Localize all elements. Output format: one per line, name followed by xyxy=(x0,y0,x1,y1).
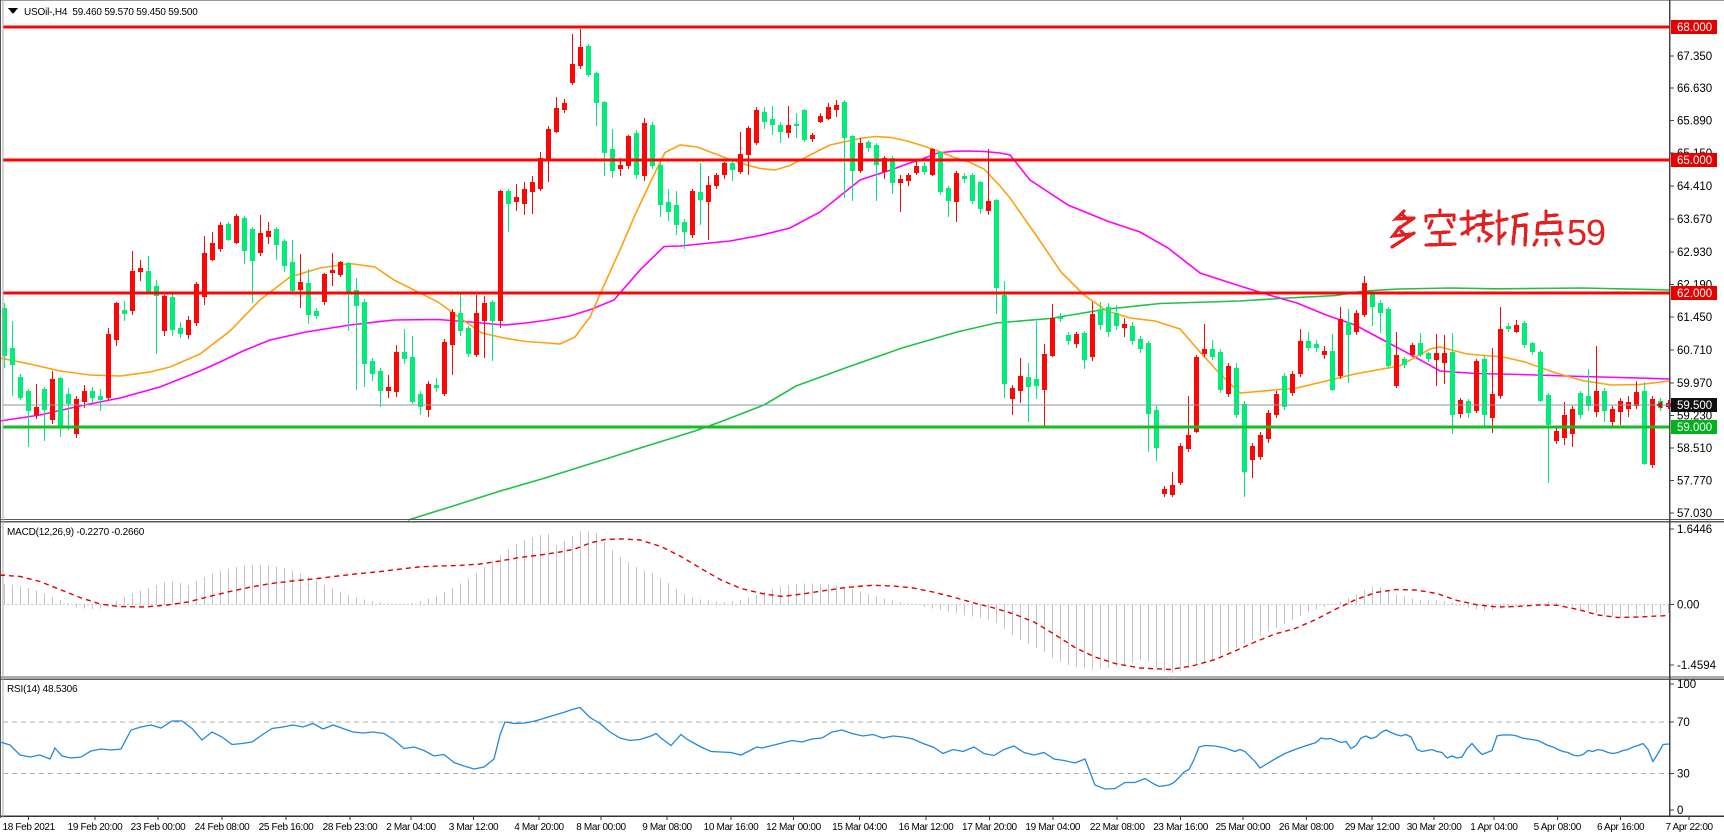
svg-text:17 Mar 20:00: 17 Mar 20:00 xyxy=(962,822,1018,833)
svg-text:1 Apr 04:00: 1 Apr 04:00 xyxy=(1470,822,1518,833)
svg-text:59: 59 xyxy=(1567,212,1605,253)
svg-text:60.710: 60.710 xyxy=(1677,345,1712,357)
svg-text:63.670: 63.670 xyxy=(1677,214,1712,226)
svg-text:18 Feb 2021: 18 Feb 2021 xyxy=(3,822,56,833)
svg-text:USOil-,H4 59.460 59.570 59.45: USOil-,H4 59.460 59.570 59.450 59.500 xyxy=(24,7,198,18)
svg-text:59.500: 59.500 xyxy=(1677,400,1712,412)
svg-text:6 Apr 16:00: 6 Apr 16:00 xyxy=(1597,822,1645,833)
svg-text:2 Mar 04:00: 2 Mar 04:00 xyxy=(386,822,436,833)
svg-text:57.030: 57.030 xyxy=(1677,508,1712,520)
svg-text:57.770: 57.770 xyxy=(1677,476,1712,488)
svg-text:0: 0 xyxy=(1677,805,1683,817)
svg-text:59.000: 59.000 xyxy=(1677,422,1712,434)
svg-text:62.930: 62.930 xyxy=(1677,247,1712,259)
svg-text:65.890: 65.890 xyxy=(1677,116,1712,128)
svg-text:12 Mar 00:00: 12 Mar 00:00 xyxy=(766,822,822,833)
svg-text:58.510: 58.510 xyxy=(1677,443,1712,455)
svg-text:-1.4594: -1.4594 xyxy=(1677,660,1717,672)
svg-text:65.000: 65.000 xyxy=(1677,155,1712,167)
svg-text:25 Mar 00:00: 25 Mar 00:00 xyxy=(1216,822,1272,833)
svg-text:29 Mar 12:00: 29 Mar 12:00 xyxy=(1345,822,1401,833)
svg-text:15 Mar 04:00: 15 Mar 04:00 xyxy=(832,822,888,833)
svg-text:23 Feb 00:00: 23 Feb 00:00 xyxy=(131,822,187,833)
svg-text:61.450: 61.450 xyxy=(1677,312,1712,324)
svg-text:59.970: 59.970 xyxy=(1677,378,1712,390)
svg-text:16 Mar 12:00: 16 Mar 12:00 xyxy=(899,822,955,833)
svg-text:22 Mar 08:00: 22 Mar 08:00 xyxy=(1090,822,1146,833)
svg-text:62.000: 62.000 xyxy=(1677,288,1712,300)
svg-text:59.230: 59.230 xyxy=(1677,411,1712,423)
svg-text:RSI(14) 48.5306: RSI(14) 48.5306 xyxy=(7,684,78,695)
svg-text:10 Mar 16:00: 10 Mar 16:00 xyxy=(704,822,760,833)
svg-text:7 Apr 22:00: 7 Apr 22:00 xyxy=(1665,822,1713,833)
svg-text:19 Mar 04:00: 19 Mar 04:00 xyxy=(1025,822,1081,833)
svg-text:4 Mar 20:00: 4 Mar 20:00 xyxy=(514,822,564,833)
svg-text:68.000: 68.000 xyxy=(1677,22,1712,34)
svg-text:70: 70 xyxy=(1677,717,1690,729)
svg-text:24 Feb 08:00: 24 Feb 08:00 xyxy=(195,822,251,833)
svg-text:9 Mar 08:00: 9 Mar 08:00 xyxy=(642,822,692,833)
svg-text:67.350: 67.350 xyxy=(1677,51,1712,63)
svg-text:26 Mar 08:00: 26 Mar 08:00 xyxy=(1279,822,1335,833)
svg-text:1.6446: 1.6446 xyxy=(1677,524,1712,536)
svg-text:66.630: 66.630 xyxy=(1677,83,1712,95)
svg-text:3 Mar 12:00: 3 Mar 12:00 xyxy=(449,822,499,833)
svg-text:5 Apr 08:00: 5 Apr 08:00 xyxy=(1534,822,1582,833)
svg-text:MACD(12,26,9) -0.2270 -0.2660: MACD(12,26,9) -0.2270 -0.2660 xyxy=(7,527,145,538)
svg-text:8 Mar 00:00: 8 Mar 00:00 xyxy=(576,822,626,833)
svg-text:30: 30 xyxy=(1677,769,1690,781)
svg-text:100: 100 xyxy=(1677,679,1696,691)
svg-text:23 Mar 16:00: 23 Mar 16:00 xyxy=(1153,822,1209,833)
svg-text:19 Feb 20:00: 19 Feb 20:00 xyxy=(68,822,124,833)
svg-text:64.410: 64.410 xyxy=(1677,181,1712,193)
svg-text:30 Mar 20:00: 30 Mar 20:00 xyxy=(1407,822,1463,833)
svg-text:25 Feb 16:00: 25 Feb 16:00 xyxy=(259,822,315,833)
svg-text:28 Feb 23:00: 28 Feb 23:00 xyxy=(323,822,379,833)
svg-text:0.00: 0.00 xyxy=(1677,600,1699,612)
